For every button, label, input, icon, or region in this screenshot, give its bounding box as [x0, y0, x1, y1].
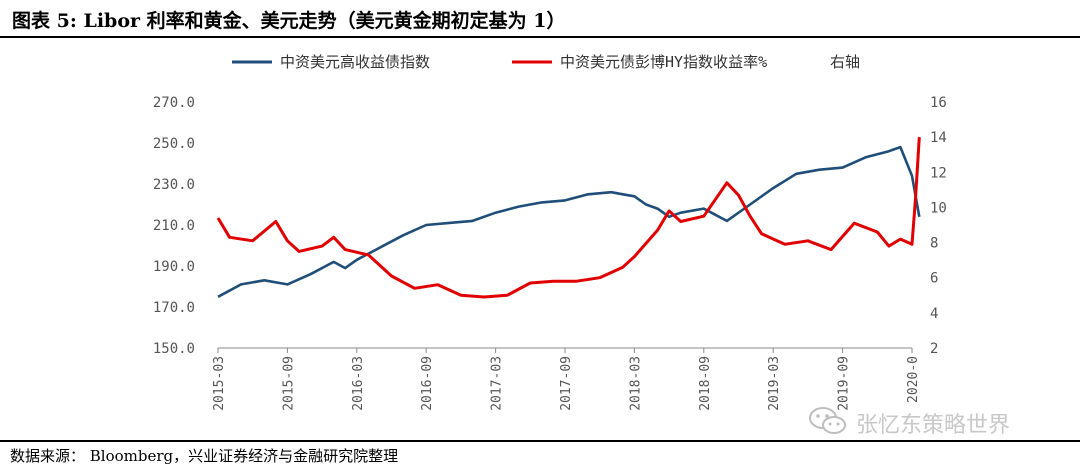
x-tick-label: 2016-09	[420, 356, 435, 411]
line-chart: 150.0 170.0 190.0 210.0 230.0 250.0 270.0 2 4 6 8 1…	[153, 53, 947, 411]
watermark-text: 张忆东策略世界	[856, 413, 1011, 438]
x-tick-label: 2015-09	[281, 356, 296, 411]
y-left-tick-label: 250.0	[153, 136, 195, 152]
y-right-tick-label: 4	[930, 306, 938, 322]
y-right-tick-label: 16	[930, 95, 947, 111]
x-tick-label: 2017-03	[490, 356, 505, 411]
y-right-tick-label: 6	[930, 271, 938, 287]
source-note: 数据来源： Bloomberg，兴业证券经济与金融研究院整理	[10, 447, 399, 465]
y-right-tick-label: 2	[930, 341, 938, 357]
y-right-tick-label: 12	[930, 165, 947, 181]
y-left-tick-label: 230.0	[153, 177, 195, 193]
y-right-tick-label: 8	[930, 236, 938, 252]
x-tick-label: 2018-09	[698, 356, 713, 411]
y-left-tick-label: 270.0	[153, 95, 195, 111]
x-tick-label: 2018-03	[628, 356, 643, 411]
y-right-tick-label: 14	[930, 130, 947, 146]
x-tick-label: 2019-03	[767, 356, 782, 411]
x-tick-label: 2020-0	[906, 356, 921, 403]
y-left-tick-label: 170.0	[153, 300, 195, 316]
y-right-tick-label: 10	[930, 200, 947, 216]
title-divider	[0, 36, 1080, 38]
figure-title: 图表 5: Libor 利率和黄金、美元走势（美元黄金期初定基为 1）	[12, 10, 566, 32]
series-line-hy-index	[217, 145, 921, 298]
x-tick-label: 2015-03	[212, 356, 227, 411]
wechat-icon	[809, 407, 846, 434]
legend-label-hy-index: 中资美元高收益债指数	[280, 53, 430, 71]
x-tick-label: 2016-03	[351, 356, 366, 411]
legend-label-right-axis: 右轴	[830, 53, 860, 71]
series-line-hy-yield	[216, 137, 921, 299]
x-tick-label: 2017-09	[559, 356, 574, 411]
figure-title-bar: 图表 5: Libor 利率和黄金、美元走势（美元黄金期初定基为 1）	[0, 0, 1080, 36]
y-left-tick-label: 190.0	[153, 259, 195, 275]
y-left-tick-label: 210.0	[153, 218, 195, 234]
watermark: 张忆东策略世界	[808, 405, 1058, 438]
source-divider	[0, 440, 1080, 442]
x-tick-label: 2019-09	[837, 356, 852, 411]
legend-label-hy-yield: 中资美元债彭博HY指数收益率%	[560, 53, 767, 71]
y-left-tick-label: 150.0	[153, 341, 195, 357]
